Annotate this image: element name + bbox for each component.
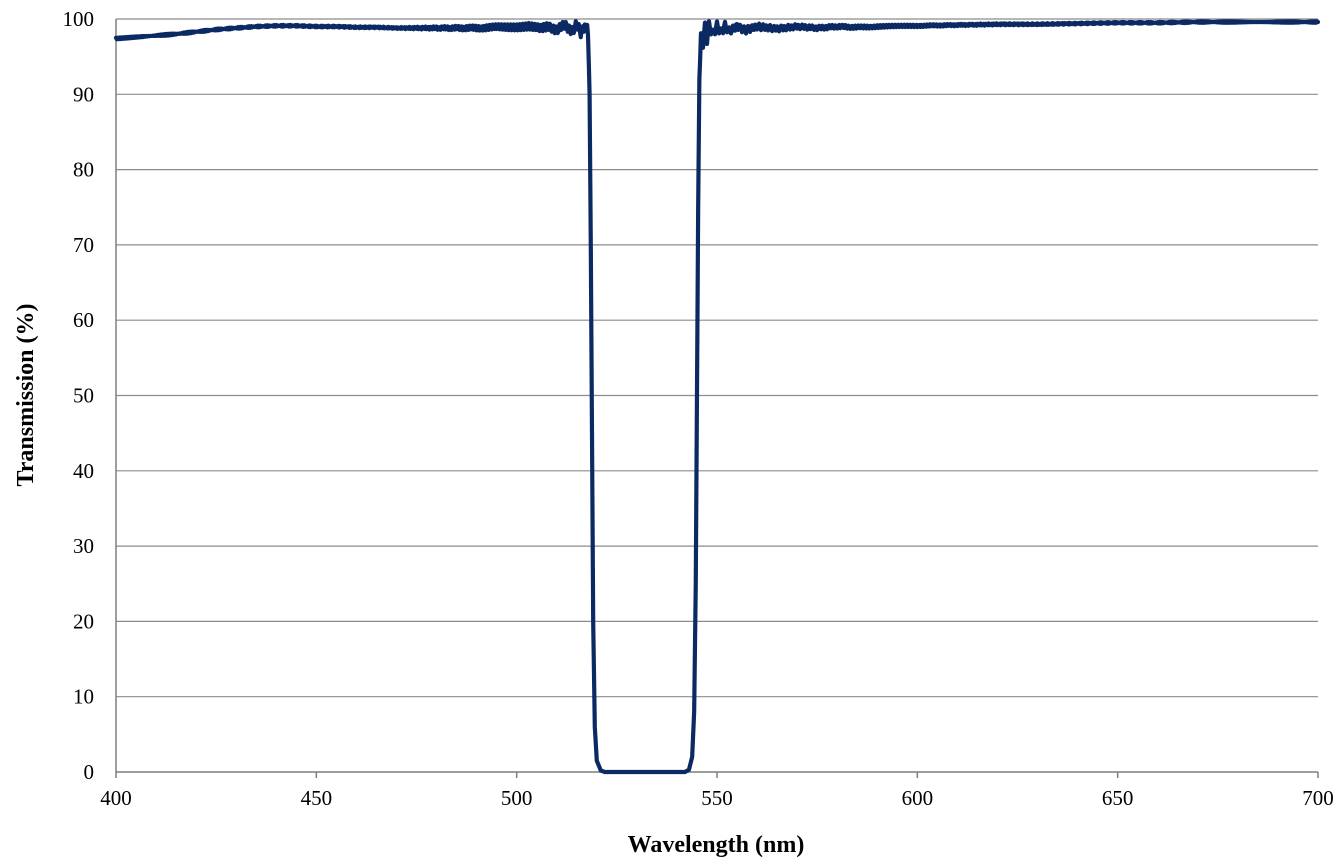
x-tick-label: 500	[501, 786, 533, 810]
y-tick-label: 10	[73, 685, 94, 709]
x-tick-label: 650	[1102, 786, 1134, 810]
y-tick-labels: 0 10 20 30 40 50 60 70 80 90 100	[63, 7, 95, 784]
x-axis-title: Wavelength (nm)	[628, 832, 805, 858]
x-tick-label: 550	[701, 786, 733, 810]
y-tick-label: 50	[73, 384, 94, 408]
x-tick-label: 600	[902, 786, 934, 810]
y-tick-label: 30	[73, 534, 94, 558]
y-tick-label: 20	[73, 609, 94, 633]
series-layer	[113, 19, 1321, 775]
axes	[115, 19, 1319, 778]
transmission-series-line	[113, 19, 1321, 775]
y-tick-label: 90	[73, 82, 94, 106]
x-tick-label: 700	[1302, 786, 1334, 810]
y-axis-title: Transmission (%)	[13, 304, 39, 487]
y-tick-label: 60	[73, 308, 94, 332]
y-tick-label: 0	[84, 760, 95, 784]
x-tick-labels: 400 450 500 550 600 650 700	[100, 786, 1334, 810]
y-tick-label: 100	[63, 7, 95, 31]
y-tick-label: 80	[73, 158, 94, 182]
gridlines	[116, 18, 1318, 698]
y-tick-label: 70	[73, 233, 94, 257]
x-tick-label: 400	[100, 786, 132, 810]
y-tick-label: 40	[73, 459, 94, 483]
x-tick-label: 450	[301, 786, 333, 810]
